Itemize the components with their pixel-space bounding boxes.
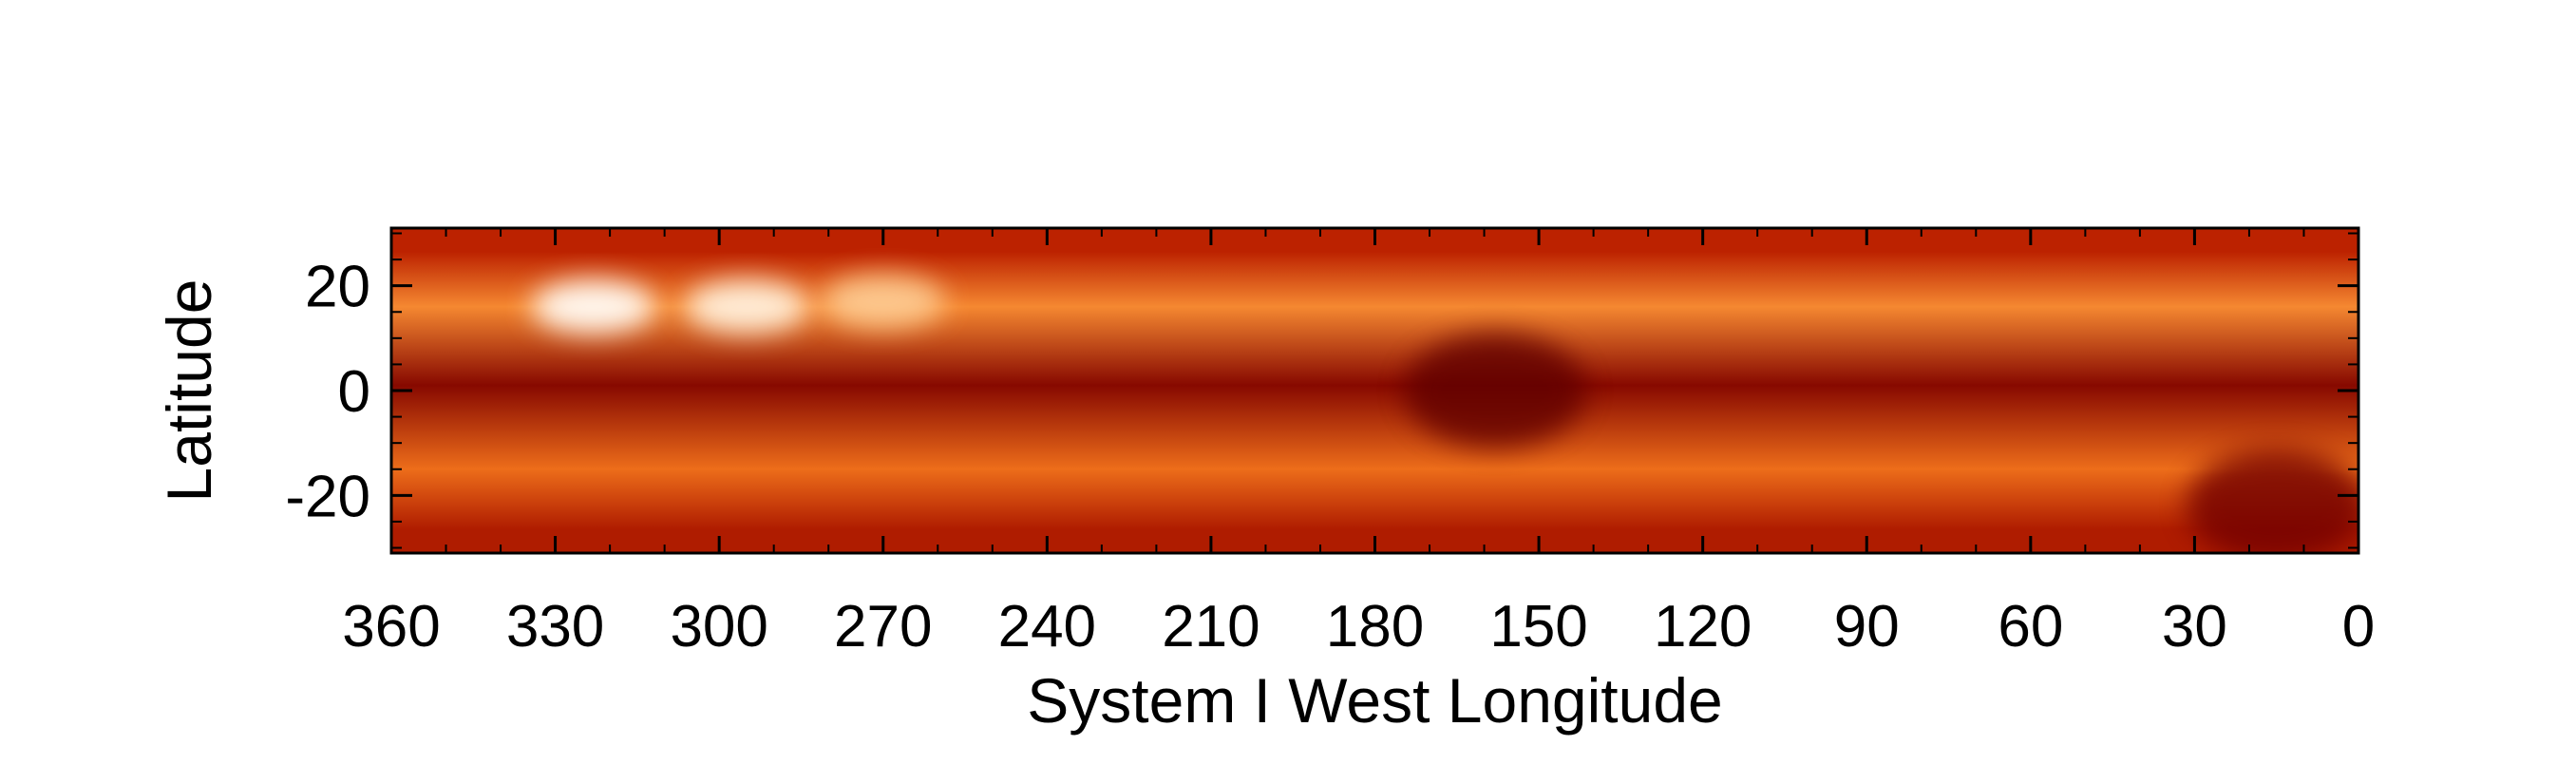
y-axis-ticks: -20 0 20 — [285, 232, 2358, 549]
x-tick-label: 120 — [1654, 594, 1752, 660]
heatmap-feature-3 — [1405, 334, 1586, 448]
x-tick-label: 270 — [834, 594, 932, 660]
heatmap-feature-1 — [684, 279, 808, 334]
y-axis-title: Latitude — [154, 279, 224, 503]
heatmap-feature-0 — [531, 279, 655, 334]
x-axis-ticks: 360 330 300 270 240 210 180 150 120 90 60 30 0 — [342, 228, 2375, 660]
heatmap-feature-2 — [821, 275, 945, 329]
x-tick-label: 90 — [1834, 594, 1900, 660]
heatmap-bands — [391, 228, 2358, 553]
x-tick-label: 0 — [2342, 594, 2375, 660]
x-tick-label: 300 — [670, 594, 767, 660]
x-tick-label: 360 — [342, 594, 440, 660]
x-tick-label: 210 — [1162, 594, 1260, 660]
x-tick-label: 240 — [998, 594, 1096, 660]
y-tick-label: 20 — [305, 255, 370, 320]
heatmap-feature-4 — [2186, 449, 2358, 553]
heatmap-image — [391, 228, 2358, 553]
x-tick-label: 30 — [2162, 594, 2227, 660]
x-tick-label: 60 — [1998, 594, 2063, 660]
x-axis-title: System I West Longitude — [1027, 665, 1722, 736]
x-tick-label: 180 — [1326, 594, 1424, 660]
y-tick-label: -20 — [285, 464, 370, 529]
x-tick-label: 330 — [506, 594, 604, 660]
y-tick-label: 0 — [338, 359, 370, 425]
x-tick-label: 150 — [1489, 594, 1587, 660]
